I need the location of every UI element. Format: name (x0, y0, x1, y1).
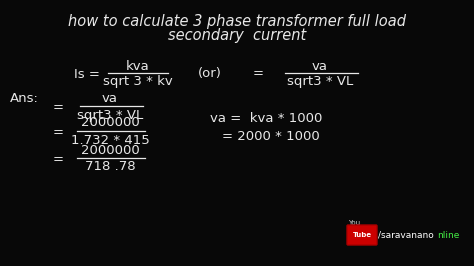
Text: Ans:: Ans: (10, 92, 39, 105)
Text: sqrt3 * VL: sqrt3 * VL (287, 76, 353, 89)
Text: = 2000 * 1000: = 2000 * 1000 (222, 130, 320, 143)
Text: 2000000: 2000000 (81, 117, 139, 130)
Text: =: = (53, 153, 64, 167)
Text: 2000000: 2000000 (81, 143, 139, 156)
FancyBboxPatch shape (347, 225, 377, 245)
Text: =: = (53, 127, 64, 139)
Text: 1.732 * 415: 1.732 * 415 (71, 134, 149, 147)
Text: how to calculate 3 phase transformer full load: how to calculate 3 phase transformer ful… (68, 14, 406, 29)
Text: Tube: Tube (353, 232, 372, 238)
Text: (or): (or) (198, 68, 222, 81)
Text: nline: nline (437, 231, 459, 239)
Text: 718 .78: 718 .78 (85, 160, 135, 173)
Text: sqrt 3 * kv: sqrt 3 * kv (103, 76, 173, 89)
Text: Is =: Is = (74, 68, 100, 81)
Text: =: = (253, 68, 264, 81)
Text: secondary  current: secondary current (168, 28, 306, 43)
Text: kva: kva (126, 60, 150, 73)
Text: /saravanano: /saravanano (378, 231, 434, 239)
Text: va: va (102, 92, 118, 105)
Text: sqrt3 * VL: sqrt3 * VL (77, 109, 143, 122)
Text: va: va (312, 60, 328, 73)
Text: va =  kva * 1000: va = kva * 1000 (210, 111, 322, 124)
Text: You: You (348, 220, 360, 226)
Text: =: = (53, 102, 64, 114)
